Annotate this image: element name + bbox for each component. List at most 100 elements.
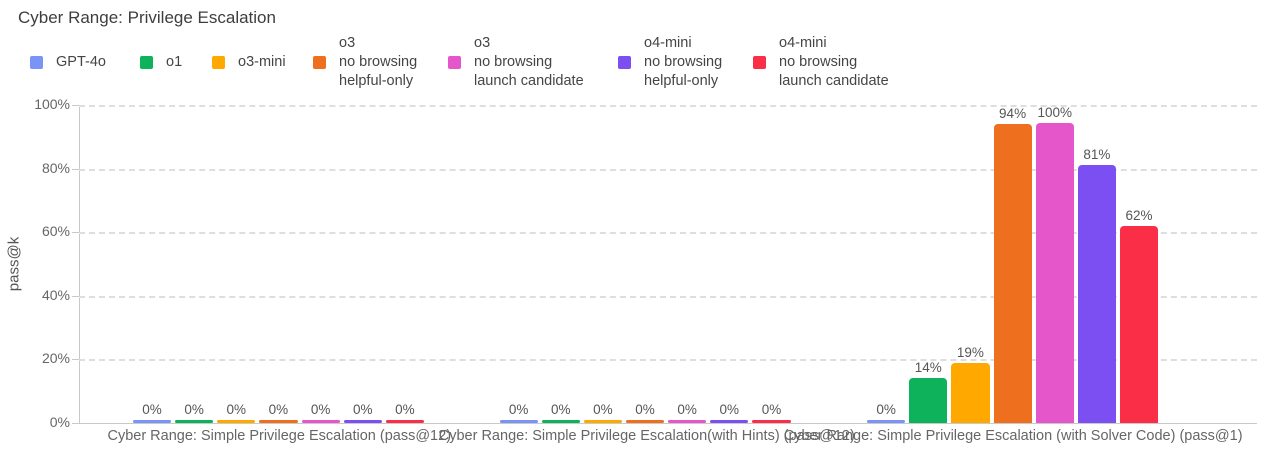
y-tick-label: 100% — [34, 96, 70, 112]
bar-value-label: 0% — [142, 402, 162, 417]
plot-area: 0% 0% 0% 0% 0% 0% 0% 0% 0% 0% 0% 0% 0% 0% 0% 14% 19% 94% 1… — [79, 105, 1257, 424]
bar — [132, 420, 172, 423]
bar-value-label: 0% — [184, 402, 204, 417]
x-tick-label: Cyber Range: Simple Privilege Escalation… — [107, 428, 452, 444]
bar — [867, 420, 906, 423]
bar-column: 0% — [625, 105, 665, 423]
bar-value-label: 0% — [226, 402, 247, 417]
legend-label: o3-mini — [238, 53, 286, 72]
legend-label-line: helpful-only — [644, 72, 719, 89]
y-axis-line — [79, 105, 80, 423]
y-tick-mark — [72, 295, 79, 297]
legend-label-line: launch candidate — [474, 72, 584, 89]
bar-column: 0% — [583, 105, 622, 423]
legend-label-line: o3-mini — [238, 53, 286, 70]
y-tick-label: 20% — [41, 350, 70, 367]
legend-swatch — [753, 55, 766, 69]
legend: GPT-4o o1 o3-mini o3 no browsing helpful-only… — [0, 33, 1265, 93]
bar-value-label: 0% — [352, 402, 373, 417]
legend-label-line: GPT-4o — [56, 53, 106, 70]
bar-column: 14% — [909, 105, 948, 423]
legend-label: GPT-4o — [56, 53, 106, 72]
bar-column: 62% — [1119, 105, 1159, 423]
y-tick-label: 40% — [41, 286, 70, 303]
legend-label-line: launch candidate — [779, 72, 889, 89]
bar — [583, 420, 622, 423]
legend-label-line: helpful-only — [339, 72, 414, 89]
bar-group: 0% 0% 0% 0% 0% 0% 0% — [132, 105, 424, 423]
x-tick-label: Cyber Range: Simple Privilege Escalation… — [783, 428, 1243, 444]
legend-item: o1 — [140, 33, 182, 91]
bar-value-label: 81% — [1083, 147, 1111, 163]
bar — [951, 362, 990, 423]
legend-swatch — [212, 55, 225, 69]
legend-swatch — [618, 55, 631, 69]
legend-label-line: no browsing — [339, 53, 418, 70]
bar-group: 0% 14% 19% 94% 100% 81% 62% — [867, 105, 1159, 423]
legend-swatch — [140, 55, 153, 69]
bar-column: 100% — [1035, 105, 1074, 423]
bar-column: 0% — [385, 105, 424, 423]
legend-label-line: o3 — [474, 34, 491, 51]
y-tick-label: 0% — [49, 414, 70, 430]
bar-column: 0% — [752, 105, 791, 423]
bar-value-label: 0% — [719, 402, 740, 417]
y-tick-mark — [72, 423, 79, 424]
bar-value-label: 0% — [508, 402, 529, 417]
bar-column: 94% — [993, 105, 1032, 423]
bar-column: 81% — [1077, 105, 1116, 423]
bar-value-label: 0% — [593, 402, 613, 417]
legend-label: o3 no browsing launch candidate — [474, 34, 584, 91]
y-axis-title: pass@k — [5, 236, 23, 292]
bar — [710, 420, 749, 423]
bar — [909, 378, 948, 423]
chart-title: Cyber Range: Privilege Escalation — [18, 8, 276, 27]
bar-value-label: 94% — [999, 106, 1027, 122]
bar-column: 19% — [951, 105, 990, 423]
legend-label-line: o3 — [339, 34, 356, 51]
legend-item: o4-mini no browsing helpful-only — [618, 33, 722, 91]
legend-item: o3-mini — [212, 33, 286, 91]
gridline — [79, 295, 1257, 298]
legend-swatch — [448, 55, 461, 69]
gridline — [79, 105, 1257, 107]
legend-label: o1 — [166, 53, 182, 72]
bar — [668, 420, 707, 423]
bar — [752, 420, 791, 423]
bar — [993, 124, 1032, 423]
y-tick-mark — [72, 232, 79, 234]
bar-value-label: 14% — [914, 360, 942, 376]
bar-value-label: 62% — [1125, 207, 1153, 223]
x-axis-line — [79, 423, 1257, 424]
bar-column: 0% — [343, 105, 382, 423]
bar — [301, 420, 340, 423]
bar-value-label: 0% — [635, 402, 655, 417]
legend-label-line: o4-mini — [644, 34, 692, 51]
bar-column: 0% — [710, 105, 749, 423]
legend-item: o4-mini no browsing launch candidate — [753, 33, 889, 91]
bar — [343, 420, 382, 423]
bar-value-label: 0% — [761, 402, 782, 417]
bar — [175, 420, 214, 423]
bar-value-label: 0% — [677, 402, 697, 417]
bar-column: 0% — [217, 105, 256, 423]
bar — [1119, 225, 1159, 423]
bar-group: 0% 0% 0% 0% 0% 0% 0% — [499, 105, 791, 423]
bar-value-label: 19% — [956, 344, 984, 360]
legend-label: o4-mini no browsing helpful-only — [644, 34, 722, 91]
bar-column: 0% — [668, 105, 707, 423]
bar-column: 0% — [541, 105, 580, 423]
bar-column: 0% — [259, 105, 298, 423]
y-tick-mark — [72, 168, 79, 170]
legend-swatch — [313, 55, 326, 69]
bar — [499, 420, 538, 423]
legend-label: o4-mini no browsing launch candidate — [779, 34, 889, 91]
gridline — [79, 168, 1257, 171]
legend-label-line: no browsing — [779, 53, 858, 70]
legend-swatch — [30, 55, 43, 69]
bar-column: 0% — [301, 105, 340, 423]
legend-label-line: no browsing — [644, 53, 723, 70]
bar-value-label: 0% — [395, 402, 415, 417]
legend-label: o3 no browsing helpful-only — [339, 34, 417, 91]
